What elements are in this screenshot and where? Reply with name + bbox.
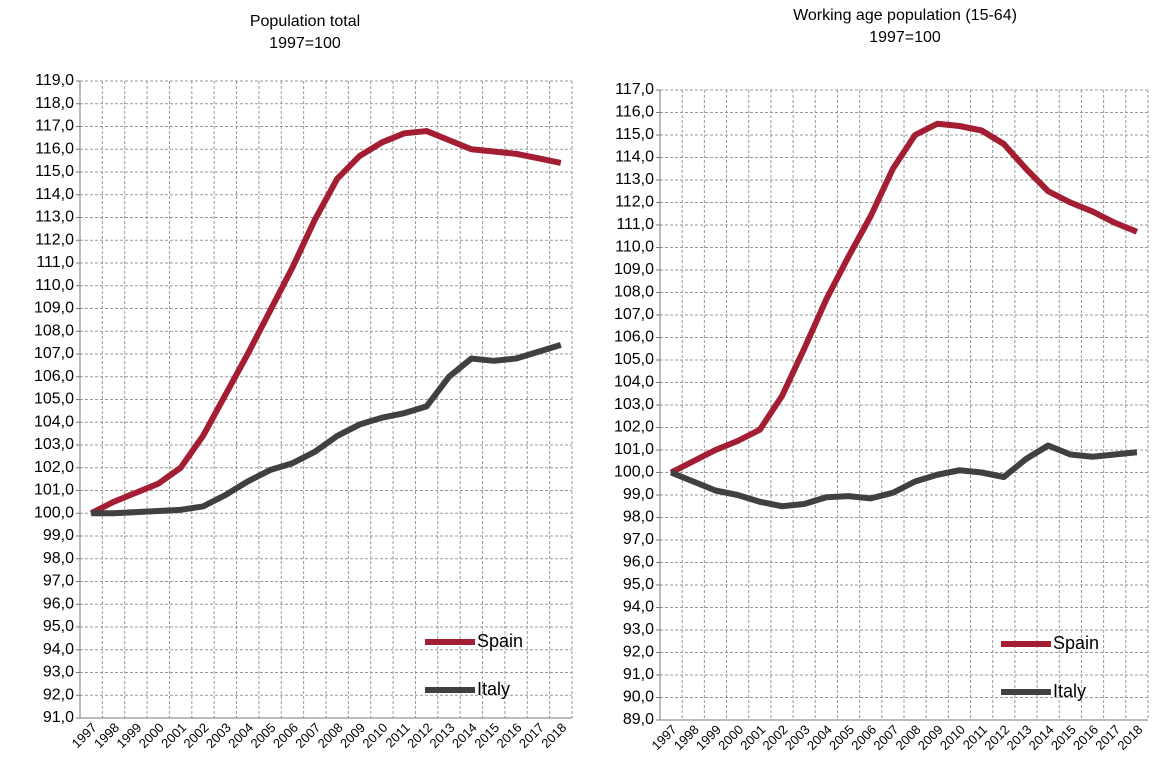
legend-label: Spain bbox=[477, 631, 523, 651]
y-tick-label: 107,0 bbox=[34, 345, 74, 362]
y-tick-label: 109,0 bbox=[614, 261, 654, 278]
y-tick-label: 105,0 bbox=[34, 391, 74, 408]
y-tick-label: 104,0 bbox=[614, 374, 654, 391]
series-line bbox=[89, 128, 562, 516]
y-tick-label: 93,0 bbox=[623, 621, 654, 638]
y-tick-label: 117,0 bbox=[35, 118, 74, 135]
y-tick-label: 114,0 bbox=[615, 149, 654, 166]
y-tick-label: 95,0 bbox=[43, 618, 74, 635]
y-tick-label: 95,0 bbox=[623, 576, 654, 593]
y-tick-label: 103,0 bbox=[614, 396, 654, 413]
y-tick-label: 116,0 bbox=[35, 140, 74, 157]
y-tick-label: 97,0 bbox=[623, 531, 654, 548]
y-tick-label: 113,0 bbox=[615, 171, 654, 188]
y-tick-label: 110,0 bbox=[35, 277, 74, 294]
y-tick-label: 107,0 bbox=[614, 306, 654, 323]
y-tick-label: 109,0 bbox=[34, 300, 74, 317]
y-tick-label: 101,0 bbox=[614, 441, 654, 458]
y-tick-label: 108,0 bbox=[34, 322, 74, 339]
series-line bbox=[91, 342, 562, 517]
legend-label: Spain bbox=[1053, 633, 1099, 653]
y-tick-label: 93,0 bbox=[43, 664, 74, 681]
y-tick-label: 94,0 bbox=[623, 599, 654, 616]
y-tick-label: 99,0 bbox=[43, 527, 74, 544]
y-tick-label: 108,0 bbox=[614, 284, 654, 301]
y-tick-label: 113,0 bbox=[35, 209, 74, 226]
y-tick-label: 110,0 bbox=[615, 239, 654, 256]
y-tick-label: 99,0 bbox=[623, 486, 654, 503]
y-tick-label: 98,0 bbox=[43, 550, 74, 567]
y-tick-label: 106,0 bbox=[614, 329, 654, 346]
y-tick-label: 117,0 bbox=[615, 81, 654, 98]
series-line bbox=[669, 442, 1138, 510]
y-tick-label: 98,0 bbox=[623, 509, 654, 526]
y-tick-label: 94,0 bbox=[43, 641, 74, 658]
y-tick-label: 106,0 bbox=[34, 368, 74, 385]
y-tick-label: 97,0 bbox=[43, 573, 74, 590]
y-tick-label: 119,0 bbox=[35, 72, 74, 89]
y-tick-label: 101,0 bbox=[34, 482, 74, 499]
y-tick-label: 96,0 bbox=[623, 554, 654, 571]
y-tick-label: 100,0 bbox=[614, 464, 654, 481]
y-tick-label: 92,0 bbox=[43, 686, 74, 703]
y-tick-label: 103,0 bbox=[34, 436, 74, 453]
y-tick-label: 102,0 bbox=[34, 459, 74, 476]
y-tick-label: 112,0 bbox=[35, 231, 74, 248]
y-tick-label: 90,0 bbox=[623, 689, 654, 706]
y-tick-label: 112,0 bbox=[615, 194, 654, 211]
y-tick-label: 104,0 bbox=[34, 413, 74, 430]
y-tick-label: 111,0 bbox=[616, 216, 654, 233]
chart-title: Population total bbox=[250, 13, 360, 30]
y-tick-label: 111,0 bbox=[36, 254, 74, 271]
y-tick-label: 114,0 bbox=[35, 186, 74, 203]
y-tick-label: 115,0 bbox=[35, 163, 74, 180]
y-tick-label: 118,0 bbox=[35, 95, 74, 112]
y-tick-label: 105,0 bbox=[614, 351, 654, 368]
y-tick-label: 102,0 bbox=[614, 419, 654, 436]
y-tick-label: 92,0 bbox=[623, 644, 654, 661]
y-tick-label: 96,0 bbox=[43, 595, 74, 612]
series-line bbox=[669, 120, 1139, 476]
y-tick-label: 116,0 bbox=[615, 104, 654, 121]
y-tick-label: 91,0 bbox=[43, 709, 74, 726]
x-tick-label: 2018 bbox=[538, 720, 569, 751]
y-tick-label: 100,0 bbox=[34, 504, 74, 521]
chart-title: Working age population (15-64) bbox=[793, 7, 1017, 24]
y-tick-label: 91,0 bbox=[623, 666, 654, 683]
chart-subtitle: 1997=100 bbox=[269, 35, 341, 52]
legend-label: Italy bbox=[1053, 681, 1086, 701]
chart-subtitle: 1997=100 bbox=[869, 29, 941, 46]
y-tick-label: 115,0 bbox=[615, 126, 654, 143]
legend-label: Italy bbox=[477, 679, 510, 699]
y-tick-label: 89,0 bbox=[623, 711, 654, 728]
x-tick-label: 2018 bbox=[1114, 722, 1145, 753]
